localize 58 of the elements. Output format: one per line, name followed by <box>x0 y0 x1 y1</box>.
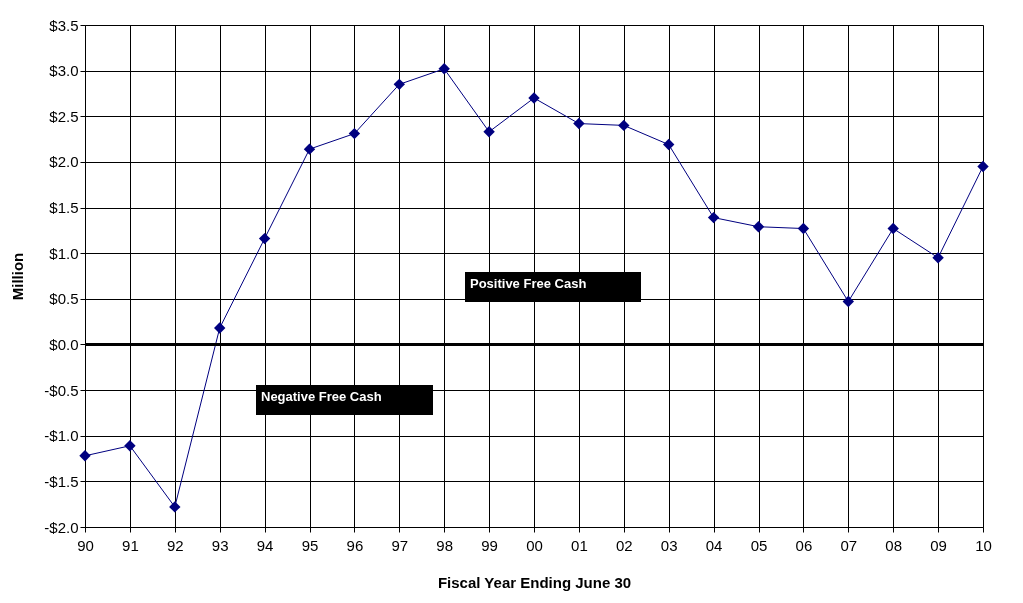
point <box>797 222 810 235</box>
y-tick-label: -$1.0 <box>44 427 79 445</box>
x-tick-label: 09 <box>930 536 947 554</box>
point <box>663 138 675 151</box>
x-tick-label: 00 <box>526 536 543 554</box>
y-tick-label: $1.0 <box>49 244 79 262</box>
y-tick-label: $3.0 <box>49 62 79 80</box>
y-tick-label: $0.0 <box>49 335 79 353</box>
x-tick-label: 92 <box>166 536 184 554</box>
annotation: Positive Free Cash <box>470 276 587 291</box>
point <box>393 78 405 91</box>
point <box>169 501 181 513</box>
annotation: Negative Free Cash <box>261 389 382 404</box>
x-tick-label: 91 <box>122 536 139 554</box>
x-tick-label: 06 <box>795 536 813 554</box>
y-tick-label: -$1.5 <box>44 472 79 490</box>
point <box>977 160 989 173</box>
x-tick-label: 02 <box>615 536 633 554</box>
point <box>528 92 540 104</box>
x-tick-label: 10 <box>975 536 992 554</box>
point <box>258 232 271 245</box>
point <box>842 295 854 308</box>
y-tick-label: $2.0 <box>49 153 79 171</box>
point <box>438 63 450 75</box>
point <box>752 221 765 233</box>
x-tick-label: 99 <box>481 536 498 554</box>
point <box>348 127 361 140</box>
point <box>887 222 899 235</box>
x-tick-label: 01 <box>571 536 588 554</box>
x-tick-label: 94 <box>256 536 274 554</box>
y-tick-label: $3.5 <box>49 16 79 34</box>
y-tick-label: $0.5 <box>49 290 79 308</box>
x-tick-label: 95 <box>301 536 319 554</box>
x-tick-label: 04 <box>705 536 723 554</box>
x-tick-label: 08 <box>885 536 903 554</box>
x-tick-label: 07 <box>840 536 858 554</box>
x-tick-label: 98 <box>436 536 454 554</box>
point <box>618 119 630 132</box>
x-tick-label: 96 <box>346 536 364 554</box>
point <box>932 252 944 264</box>
y-tick-label: -$0.5 <box>44 381 79 399</box>
point <box>79 450 91 462</box>
x-tick-label: 03 <box>660 536 678 554</box>
y-axis-title: Million <box>9 252 27 301</box>
point <box>303 143 316 155</box>
x-tick-label: 93 <box>211 536 229 554</box>
y-tick-label: -$2.0 <box>44 518 79 536</box>
point <box>124 440 136 452</box>
x-tick-label: 97 <box>391 536 409 554</box>
point <box>573 117 585 130</box>
point <box>483 126 495 138</box>
point <box>214 322 226 334</box>
y-tick-label: $1.5 <box>49 199 79 217</box>
point <box>707 211 720 224</box>
x-tick-label: 05 <box>750 536 768 554</box>
x-axis-title: Fiscal Year Ending June 30 <box>437 573 632 591</box>
y-tick-label: $2.5 <box>49 107 79 125</box>
x-tick-label: 90 <box>77 536 94 554</box>
